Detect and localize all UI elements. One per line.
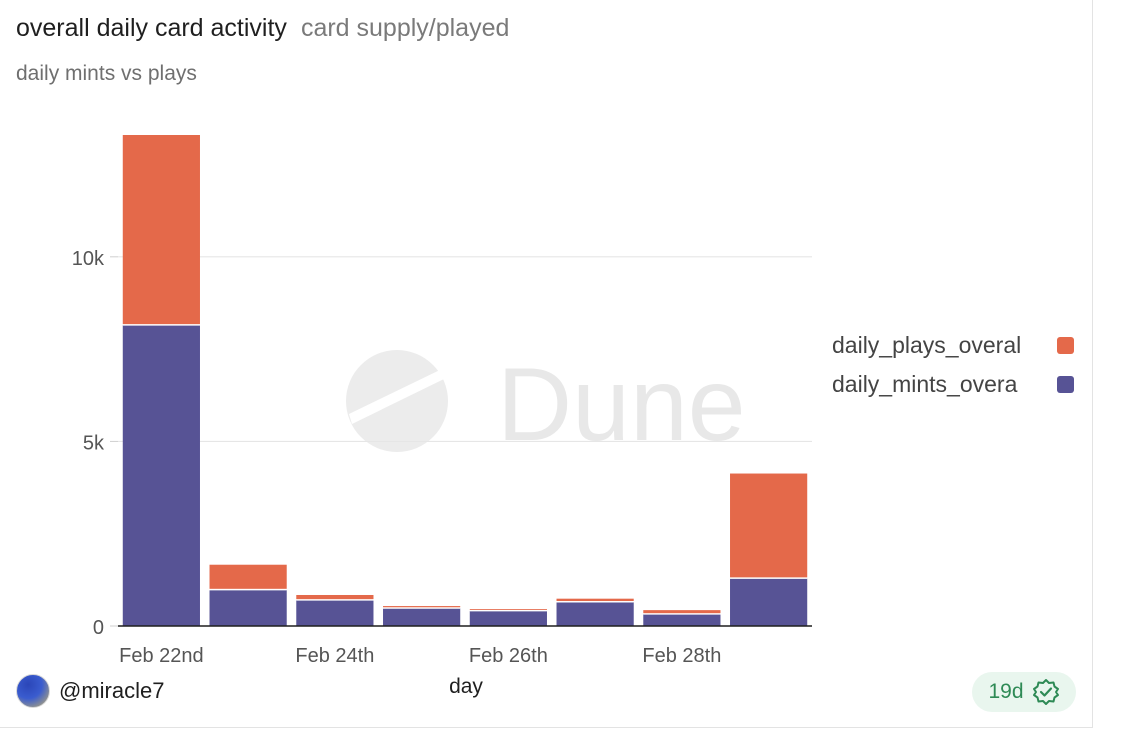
author[interactable]: @miracle7 — [16, 674, 164, 708]
gridlines — [110, 256, 812, 627]
chart-description: daily mints vs plays — [16, 62, 197, 85]
x-tick-label: Feb 26th — [469, 645, 548, 667]
chart-header: overall daily card activity card supply/p… — [16, 14, 509, 43]
legend-item-plays[interactable]: daily_plays_overal — [832, 326, 1074, 365]
legend: daily_plays_overal daily_mints_overa — [832, 326, 1074, 404]
legend-label-mints: daily_mints_overa — [832, 371, 1018, 397]
dune-logo-stripe — [349, 368, 446, 424]
age-badge-text: 19d — [988, 680, 1024, 703]
x-axis-title: day — [449, 675, 483, 698]
dune-watermark: Dune — [346, 347, 746, 463]
y-tick-label: 0 — [93, 617, 104, 639]
x-axis-ticks: Feb 22nd Feb 24th Feb 26th Feb 28th — [119, 645, 721, 667]
legend-swatch-plays — [1057, 337, 1074, 354]
bar-daily_plays_overall-6[interactable] — [643, 610, 721, 614]
age-badge[interactable]: 19d — [972, 672, 1076, 712]
bar-daily_mints_overall-4[interactable] — [469, 610, 547, 626]
legend-item-mints[interactable]: daily_mints_overa — [832, 365, 1074, 404]
bar-daily_mints_overall-0[interactable] — [122, 325, 200, 626]
bar-daily_plays_overall-2[interactable] — [296, 594, 374, 600]
bar-daily_plays_overall-5[interactable] — [556, 598, 634, 602]
bar-daily_mints_overall-3[interactable] — [383, 608, 461, 626]
x-tick-label: Feb 22nd — [119, 645, 204, 667]
bar-daily_mints_overall-7[interactable] — [730, 578, 808, 626]
bar-daily_mints_overall-5[interactable] — [556, 602, 634, 626]
bar-daily_plays_overall-3[interactable] — [383, 606, 461, 608]
bar-daily_mints_overall-2[interactable] — [296, 600, 374, 626]
chart-tab-label[interactable]: card supply/played — [300, 14, 510, 42]
legend-label-plays: daily_plays_overal — [832, 332, 1022, 358]
author-username[interactable]: @miracle7 — [59, 678, 165, 703]
verified-check-icon — [1032, 679, 1059, 705]
bar-daily_plays_overall-7[interactable] — [730, 473, 808, 578]
bar-series — [122, 135, 808, 626]
avatar[interactable] — [16, 674, 50, 708]
bar-daily_mints_overall-1[interactable] — [209, 589, 287, 626]
chart-card: overall daily card activity card supply/p… — [0, 0, 1093, 728]
y-tick-label: 10k — [72, 248, 105, 270]
bar-daily_plays_overall-0[interactable] — [122, 135, 200, 325]
y-axis-ticks: 0 5k 10k — [72, 248, 105, 639]
y-tick-label: 5k — [83, 432, 105, 454]
legend-swatch-mints — [1057, 376, 1074, 393]
chart-title: overall daily card activity — [16, 14, 287, 42]
x-tick-label: Feb 24th — [295, 645, 374, 667]
bar-daily_plays_overall-4[interactable] — [469, 609, 547, 610]
bar-daily_plays_overall-1[interactable] — [209, 564, 287, 589]
bar-daily_mints_overall-6[interactable] — [643, 614, 721, 626]
dune-watermark-text: Dune — [497, 347, 746, 463]
x-tick-label: Feb 28th — [642, 645, 721, 667]
